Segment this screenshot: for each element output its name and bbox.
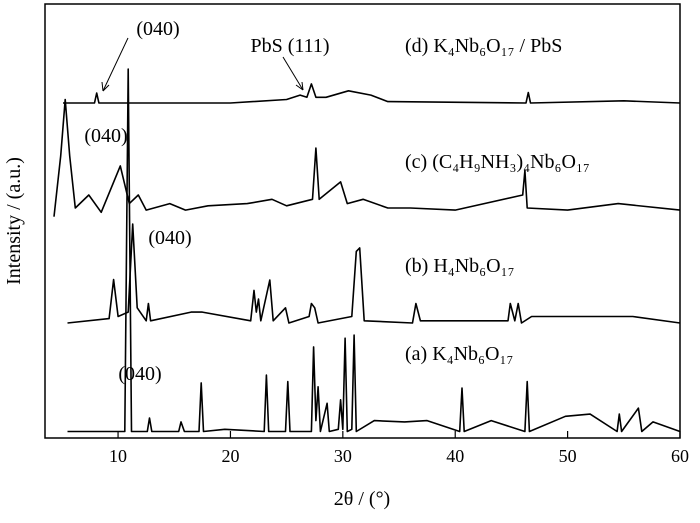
arrow [282,56,304,91]
x-tick-label: 60 [671,446,689,466]
annotation: PbS (111) [250,35,329,57]
series-line [67,223,681,324]
annotation: (040) [136,18,179,40]
series-line [67,68,681,433]
series-label: (c) (C₄H₉NH₃)₄Nb₆O₁₇ [405,151,590,173]
arrow [102,37,129,92]
series-label: (b) H₄Nb₆O₁₇ [405,255,515,277]
plot-frame [44,3,681,439]
x-tick-label: 20 [221,446,239,466]
annotation: (040) [84,125,127,147]
x-axis-label: 2θ / (°) [334,488,390,510]
y-axis-label: Intensity / (a.u.) [3,157,25,285]
series-line [53,98,681,217]
series-line [63,83,681,104]
annotation: (040) [148,227,191,249]
x-tick-label: 40 [446,446,464,466]
annotation: (040) [118,363,161,385]
series-label: (a) K₄Nb₆O₁₇ [405,343,513,365]
arrow-head [295,81,304,91]
x-tick-label: 10 [109,446,127,466]
series-label: (d) K₄Nb₆O₁₇ / PbS [405,35,562,57]
x-tick-label: 50 [559,446,577,466]
arrow-head [101,81,110,92]
x-tick-label: 30 [334,446,352,466]
